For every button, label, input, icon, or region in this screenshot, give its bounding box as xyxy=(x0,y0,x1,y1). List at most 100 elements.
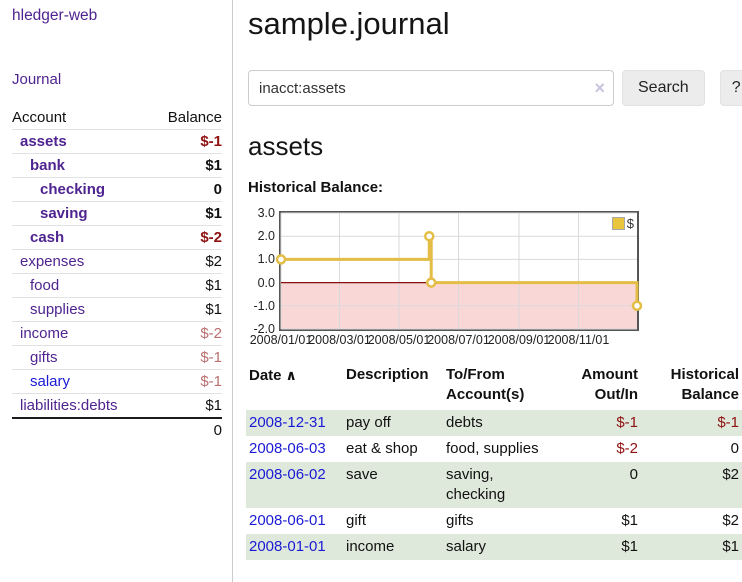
register-accounts-cell: food, supplies xyxy=(446,440,539,457)
sidebar-account-row: cash $-2 xyxy=(12,225,222,249)
search-button[interactable]: Search xyxy=(622,70,705,106)
transaction-date-link[interactable]: 2008-06-02 xyxy=(249,466,326,483)
data-point-marker xyxy=(631,300,643,312)
account-rows: assets $-1 bank $1 checking 0 saving $1 cash $-2 e… xyxy=(12,129,222,417)
register-row: 2008-06-03 eat & shop food, supplies $-2 0 xyxy=(246,436,742,462)
sidebar-account-row: liabilities:debts $1 xyxy=(12,393,222,417)
sidebar-account-link[interactable]: gifts xyxy=(30,349,58,366)
register-accounts-cell: salary xyxy=(446,538,487,555)
transaction-date-link[interactable]: 2008-12-31 xyxy=(249,414,326,431)
register-header-row: Date ∧ Description To/From Account(s) Amo… xyxy=(246,362,742,408)
x-axis-tick-label: 2008/11/01 xyxy=(547,333,610,347)
search-form: × Search ? xyxy=(248,70,742,106)
register-balance-cell: $2 xyxy=(722,466,739,483)
register-description-cell: eat & shop xyxy=(346,440,418,457)
sidebar-account-balance: $1 xyxy=(205,397,222,414)
sidebar-account-link[interactable]: liabilities:debts xyxy=(20,397,118,414)
register-date-cell[interactable]: 2008-06-01 xyxy=(246,511,343,531)
y-axis-tick-label: 1.0 xyxy=(257,252,275,267)
sidebar-account-link[interactable]: expenses xyxy=(20,253,85,270)
sidebar: hledger-web Journal Account Balance asse… xyxy=(0,0,233,582)
sidebar-account-row: saving $1 xyxy=(12,201,222,225)
register-table: Date ∧ Description To/From Account(s) Amo… xyxy=(246,362,742,560)
column-header-balance: Historical Balance xyxy=(670,366,739,403)
account-table-header: Account Balance xyxy=(12,106,222,129)
register-description-cell: save xyxy=(346,466,378,483)
transaction-date-link[interactable]: 2008-01-01 xyxy=(249,538,326,555)
y-axis-tick-label: 2.0 xyxy=(257,229,275,244)
sidebar-account-balance: $2 xyxy=(205,253,222,270)
register-date-cell[interactable]: 2008-12-31 xyxy=(246,413,343,433)
page-title: sample.journal xyxy=(248,6,450,41)
sidebar-account-row: supplies $1 xyxy=(12,297,222,321)
sidebar-account-row: checking 0 xyxy=(12,177,222,201)
sidebar-account-link[interactable]: supplies xyxy=(30,301,86,318)
historical-balance-chart: $ 3.0 2.0 1.0 0.0 -1.0 -2.0 2008/01/01 2008/03/… xyxy=(246,204,686,350)
main-content: sample.journal × Search ? assets Histori… xyxy=(246,0,742,560)
transaction-date-link[interactable]: 2008-06-01 xyxy=(249,512,326,529)
transaction-date-link[interactable]: 2008-06-03 xyxy=(249,440,326,457)
legend-label: $ xyxy=(626,216,634,231)
sidebar-account-balance: $-1 xyxy=(200,133,222,150)
sidebar-account-row: food $1 xyxy=(12,273,222,297)
register-date-cell[interactable]: 2008-06-02 xyxy=(246,465,343,505)
sidebar-account-link[interactable]: salary xyxy=(30,373,71,390)
sidebar-account-balance: $1 xyxy=(205,301,222,318)
register-balance-cell: $2 xyxy=(722,512,739,529)
sidebar-account-row: gifts $-1 xyxy=(12,345,222,369)
register-amount-cell: 0 xyxy=(629,466,638,483)
column-header-date[interactable]: Date ∧ xyxy=(246,365,343,405)
chart-legend: $ xyxy=(611,216,634,231)
clear-search-icon[interactable]: × xyxy=(594,78,605,98)
x-axis-tick-label: 2008/07/01 xyxy=(427,333,490,347)
sidebar-account-balance: $-2 xyxy=(200,229,222,246)
sidebar-account-link[interactable]: food xyxy=(30,277,60,294)
register-amount-cell: $1 xyxy=(621,512,638,529)
sidebar-account-link[interactable]: assets xyxy=(20,133,67,150)
y-axis-tick-label: -1.0 xyxy=(253,298,275,313)
sidebar-account-balance: $1 xyxy=(205,277,222,294)
sidebar-account-link[interactable]: cash xyxy=(30,229,65,246)
column-header-description: Description xyxy=(346,366,429,383)
sidebar-item-journal[interactable]: Journal xyxy=(12,71,62,88)
sidebar-account-link[interactable]: checking xyxy=(40,181,106,198)
register-row: 2008-12-31 pay off debts $-1 $-1 xyxy=(246,410,742,436)
sidebar-account-link[interactable]: income xyxy=(20,325,69,342)
y-axis-tick-label: 3.0 xyxy=(257,206,275,220)
sidebar-account-link[interactable]: bank xyxy=(30,157,66,174)
register-date-cell[interactable]: 2008-01-01 xyxy=(246,537,343,557)
y-axis-tick-label: -2.0 xyxy=(253,322,275,336)
sidebar-account-balance: $-1 xyxy=(200,373,222,390)
register-balance-cell: $1 xyxy=(722,538,739,555)
account-column-header: Account xyxy=(12,109,67,126)
register-description-cell: gift xyxy=(346,512,367,529)
sidebar-account-row: income $-2 xyxy=(12,321,222,345)
register-description-cell: pay off xyxy=(346,414,391,431)
date-header-label: Date xyxy=(249,367,282,384)
account-balance-table: Account Balance assets $-1 bank $1 checking 0… xyxy=(12,106,222,442)
register-row: 2008-06-01 gift gifts $1 $2 xyxy=(246,508,742,534)
sidebar-account-row: expenses $2 xyxy=(12,249,222,273)
data-point-marker xyxy=(275,254,287,265)
x-axis-tick-label: 2008/01/01 xyxy=(249,333,313,347)
sidebar-account-row: assets $-1 xyxy=(12,129,222,153)
register-balance-cell: $-1 xyxy=(717,414,739,431)
chart-plot: $ xyxy=(275,211,643,331)
data-point-marker xyxy=(425,277,437,288)
sidebar-account-link[interactable]: saving xyxy=(40,205,88,222)
register-amount-cell: $1 xyxy=(621,538,638,555)
y-axis-tick-label: 0.0 xyxy=(257,275,275,290)
chart-canvas xyxy=(275,212,643,330)
sidebar-account-row: bank $1 xyxy=(12,153,222,177)
register-amount-cell: $-2 xyxy=(616,440,638,457)
column-header-amount: Amount Out/In xyxy=(581,366,638,403)
sidebar-account-balance: $1 xyxy=(205,205,222,222)
help-button[interactable]: ? xyxy=(719,70,742,106)
account-total-row: 0 xyxy=(12,417,222,442)
sidebar-account-balance: $-1 xyxy=(200,349,222,366)
register-date-cell[interactable]: 2008-06-03 xyxy=(246,439,343,459)
app-brand-link[interactable]: hledger-web xyxy=(12,7,98,24)
sidebar-account-balance: 0 xyxy=(213,181,222,198)
total-balance: 0 xyxy=(213,422,222,439)
search-input[interactable] xyxy=(248,70,614,106)
